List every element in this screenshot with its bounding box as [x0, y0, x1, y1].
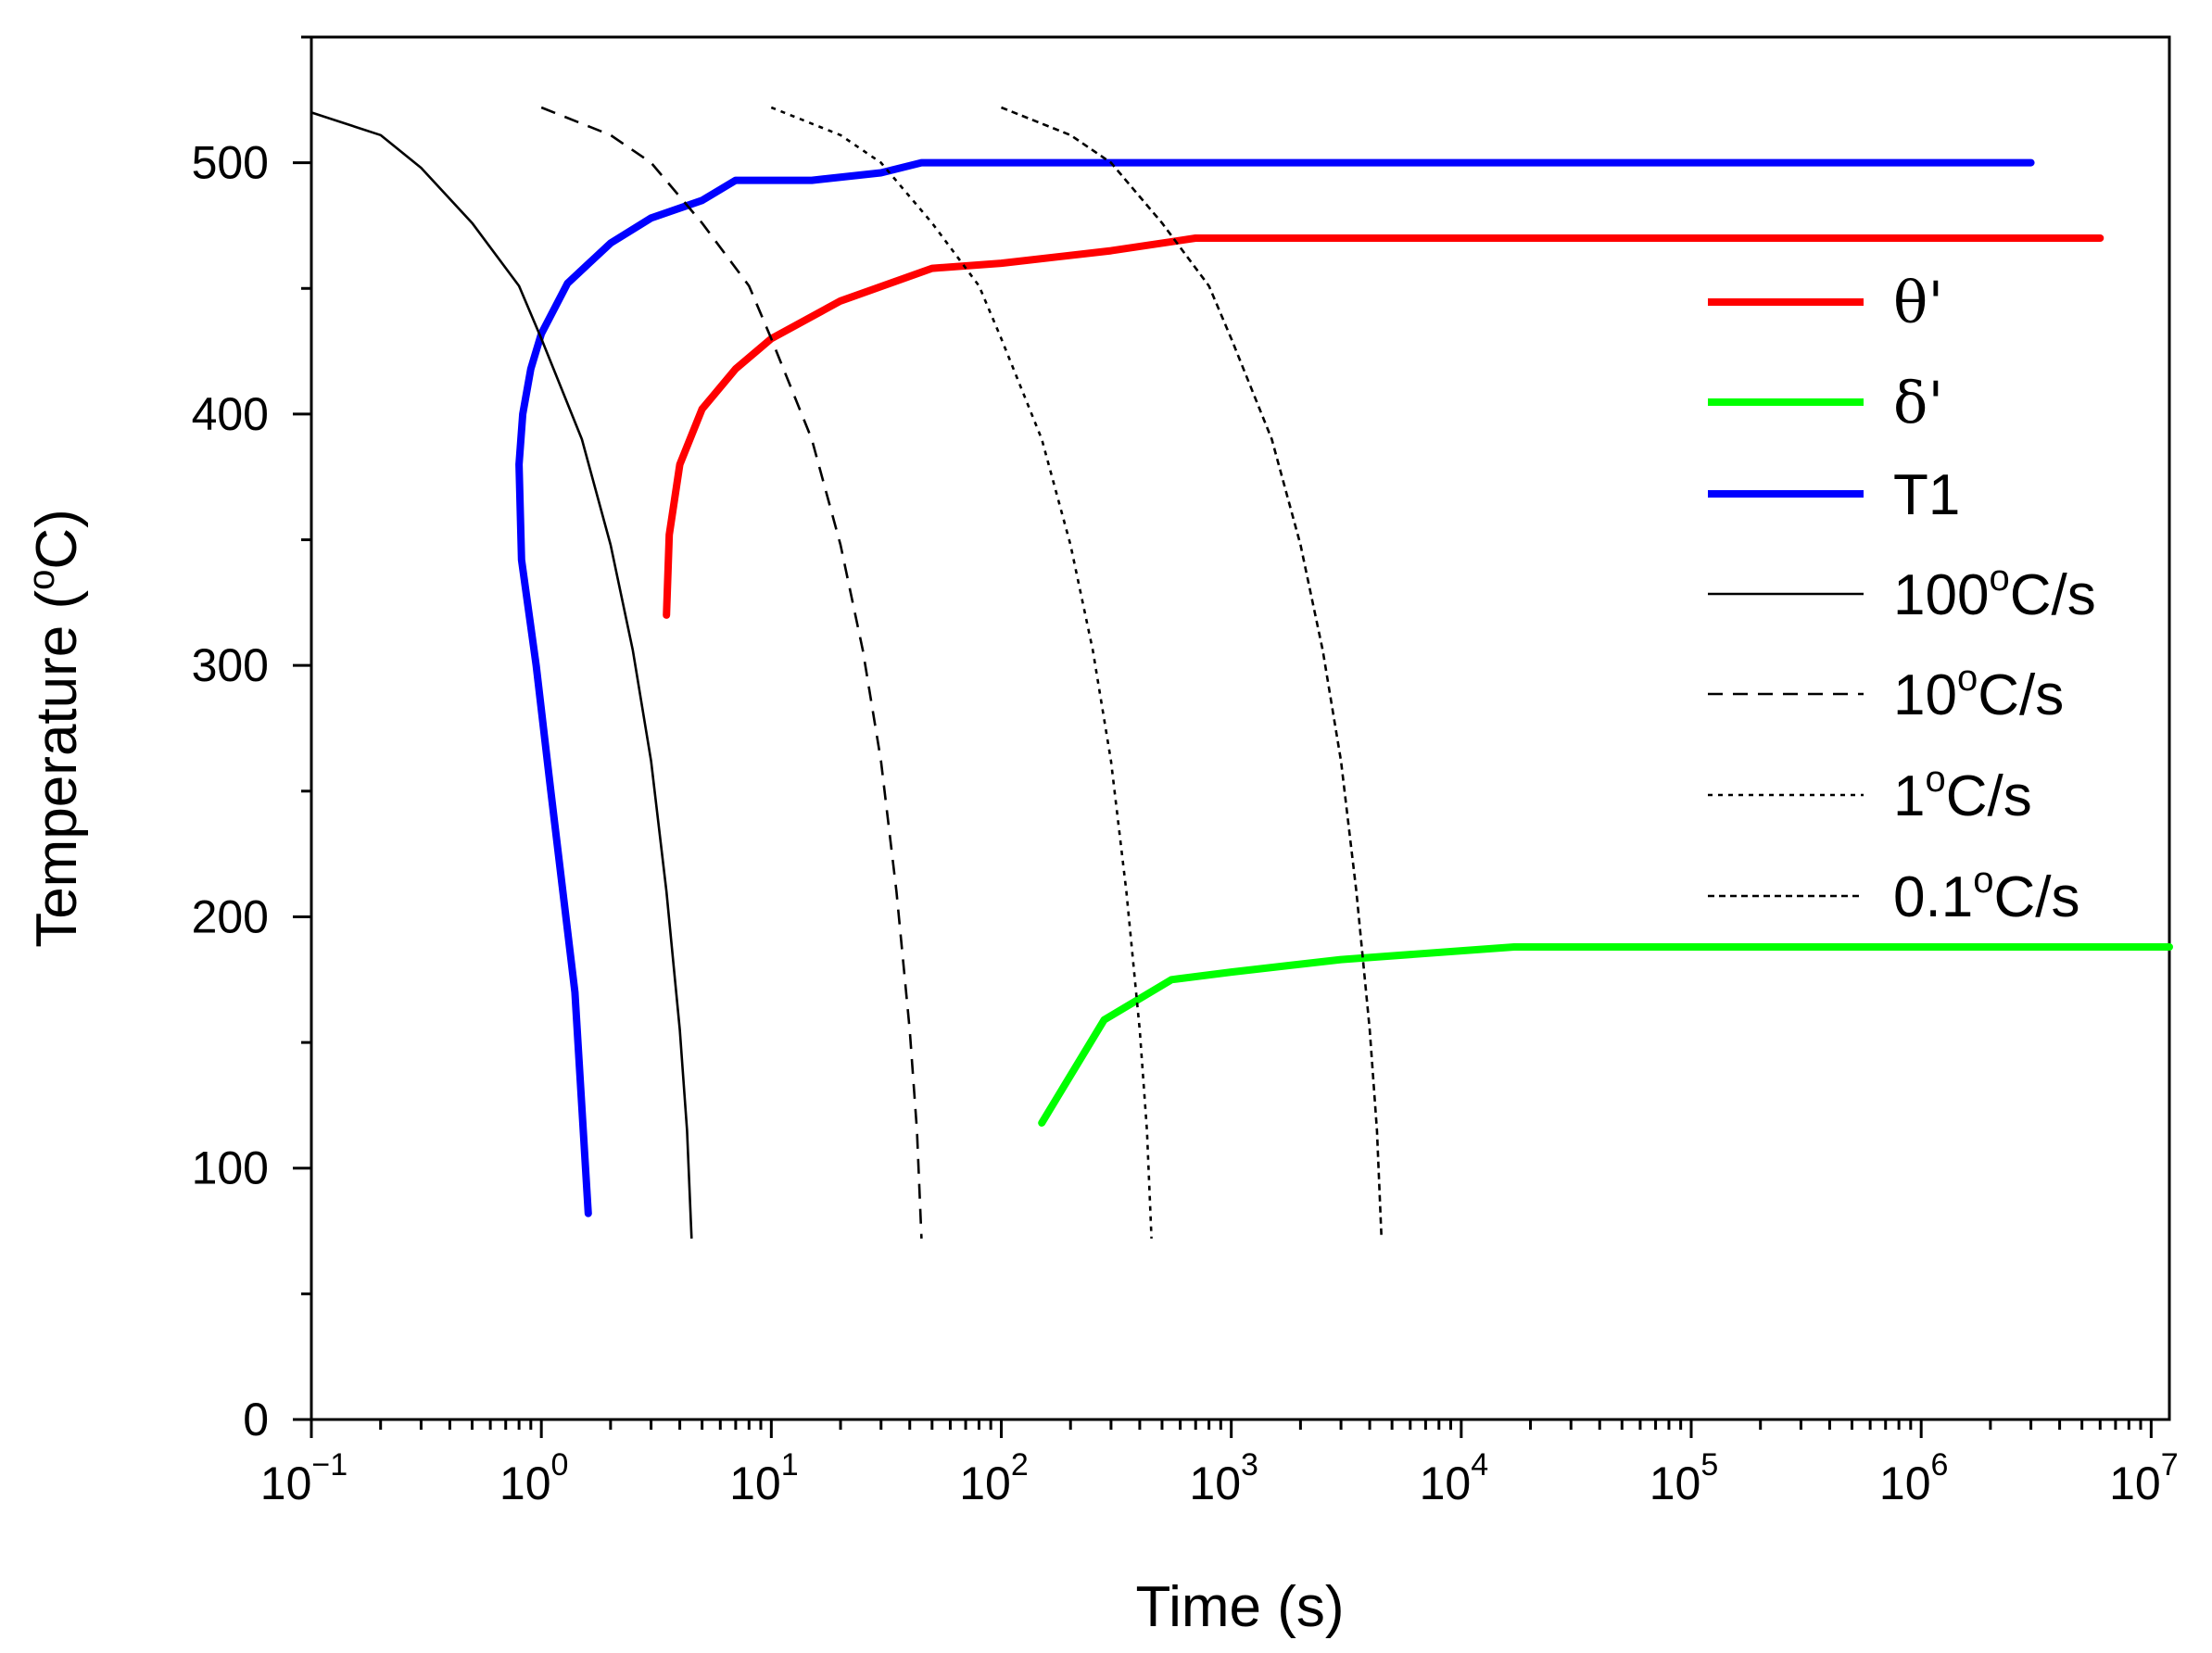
y-tick-label: 0	[243, 1394, 269, 1445]
y-tick-label: 400	[192, 388, 269, 440]
series-line-theta-prime	[663, 234, 2105, 619]
series-layer	[310, 106, 2173, 1239]
series-line-t1	[515, 158, 2035, 1218]
legend-label: 10oC/s	[1893, 658, 2064, 727]
y-tick-label: 100	[192, 1142, 269, 1194]
plot-frame	[310, 35, 2171, 1421]
legend-label: δ'	[1893, 369, 1943, 436]
y-tick-label: 300	[192, 639, 269, 691]
x-tick-label: 10−1	[260, 1447, 348, 1509]
y-tick-label: 500	[192, 137, 269, 189]
legend-label: 1oC/s	[1893, 759, 2032, 828]
x-tick-label: 103	[1189, 1447, 1258, 1509]
x-axis-ticks: 10−1 100 101 102 103 104 105 106 107	[260, 1420, 2179, 1509]
x-tick-label: 101	[729, 1447, 799, 1509]
y-axis-ticks: 0 100 200 300 400 500	[192, 35, 311, 1445]
y-tick-label: 200	[192, 890, 269, 942]
x-tick-label: 104	[1420, 1447, 1489, 1509]
legend-label: T1	[1893, 463, 1960, 527]
series-line-0-1-c-s	[1001, 106, 1384, 1239]
legend-label: θ'	[1893, 269, 1943, 336]
series-line-100-c-s	[310, 111, 693, 1239]
x-tick-label: 102	[959, 1447, 1029, 1509]
x-tick-label: 105	[1650, 1447, 1719, 1509]
x-tick-label: 107	[2109, 1447, 2179, 1509]
x-tick-label: 106	[1879, 1447, 1949, 1509]
series-line-1-c-s	[770, 106, 1153, 1239]
x-tick-label: 100	[499, 1447, 569, 1509]
series-line-delta-prime	[1038, 943, 2173, 1127]
series-line-10-c-s	[540, 106, 923, 1239]
legend-label: 100oC/s	[1893, 558, 2096, 627]
y-axis-title: Temperature (oC)	[21, 509, 89, 948]
x-axis-title: Time (s)	[1136, 1575, 1345, 1639]
legend: θ' δ' T1 100oC/s 10oC/s 1oC/s 0.1oC/s	[1708, 269, 2096, 929]
legend-label: 0.1oC/s	[1893, 860, 2079, 929]
